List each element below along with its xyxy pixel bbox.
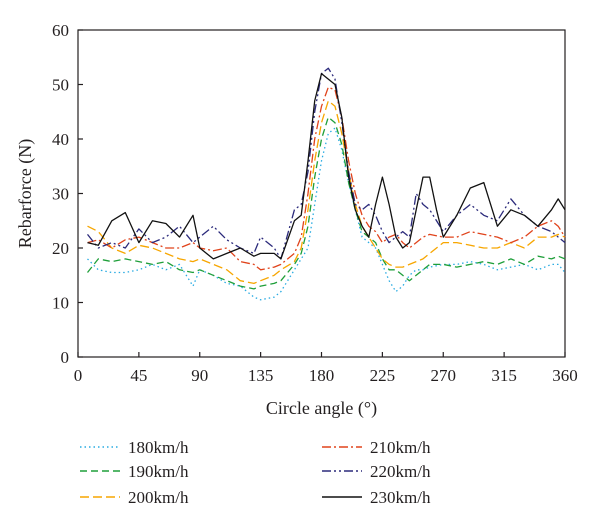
- series-line-5: [86, 67, 566, 260]
- y-tick-label: 10: [52, 294, 69, 313]
- y-tick-label: 40: [52, 130, 69, 149]
- x-tick-label: 135: [248, 366, 274, 385]
- y-tick-label: 0: [61, 348, 70, 367]
- legend-label-4: 210km/h: [370, 438, 431, 457]
- legend: 180km/h 190km/h 200km/h 210km/h 220km/h 230km…: [80, 438, 431, 507]
- series-line-3: [87, 100, 566, 285]
- x-axis-title: Circle angle (°): [266, 398, 377, 419]
- legend-label-3: 200km/h: [128, 488, 189, 507]
- legend-label-5: 220km/h: [370, 462, 431, 481]
- x-tick-label: 270: [431, 366, 457, 385]
- series-layer: [86, 67, 566, 301]
- plot-area-border: [77, 29, 566, 358]
- x-tick-label: 90: [191, 366, 208, 385]
- series-line-2: [86, 116, 566, 290]
- x-axis: 0 45 90 135 180 225 270 315 360: [74, 352, 578, 385]
- y-tick-label: 30: [52, 185, 69, 204]
- x-tick-label: 315: [491, 366, 517, 385]
- x-tick-label: 360: [552, 366, 578, 385]
- y-axis: 0 10 20 30 40 50 60: [52, 21, 83, 367]
- legend-label-1: 180km/h: [128, 438, 189, 457]
- y-tick-label: 20: [52, 239, 69, 258]
- x-tick-label: 180: [309, 366, 335, 385]
- legend-label-2: 190km/h: [128, 462, 189, 481]
- series-line-6: [87, 72, 566, 260]
- series-line-4: [87, 86, 566, 271]
- legend-label-6: 230km/h: [370, 488, 431, 507]
- x-tick-label: 45: [130, 366, 147, 385]
- y-tick-label: 60: [52, 21, 69, 40]
- x-tick-label: 225: [370, 366, 396, 385]
- x-tick-label: 0: [74, 366, 83, 385]
- y-tick-label: 50: [52, 76, 69, 95]
- y-axis-title: Rebarforce (N): [15, 139, 36, 248]
- plot-frame: [77, 29, 566, 358]
